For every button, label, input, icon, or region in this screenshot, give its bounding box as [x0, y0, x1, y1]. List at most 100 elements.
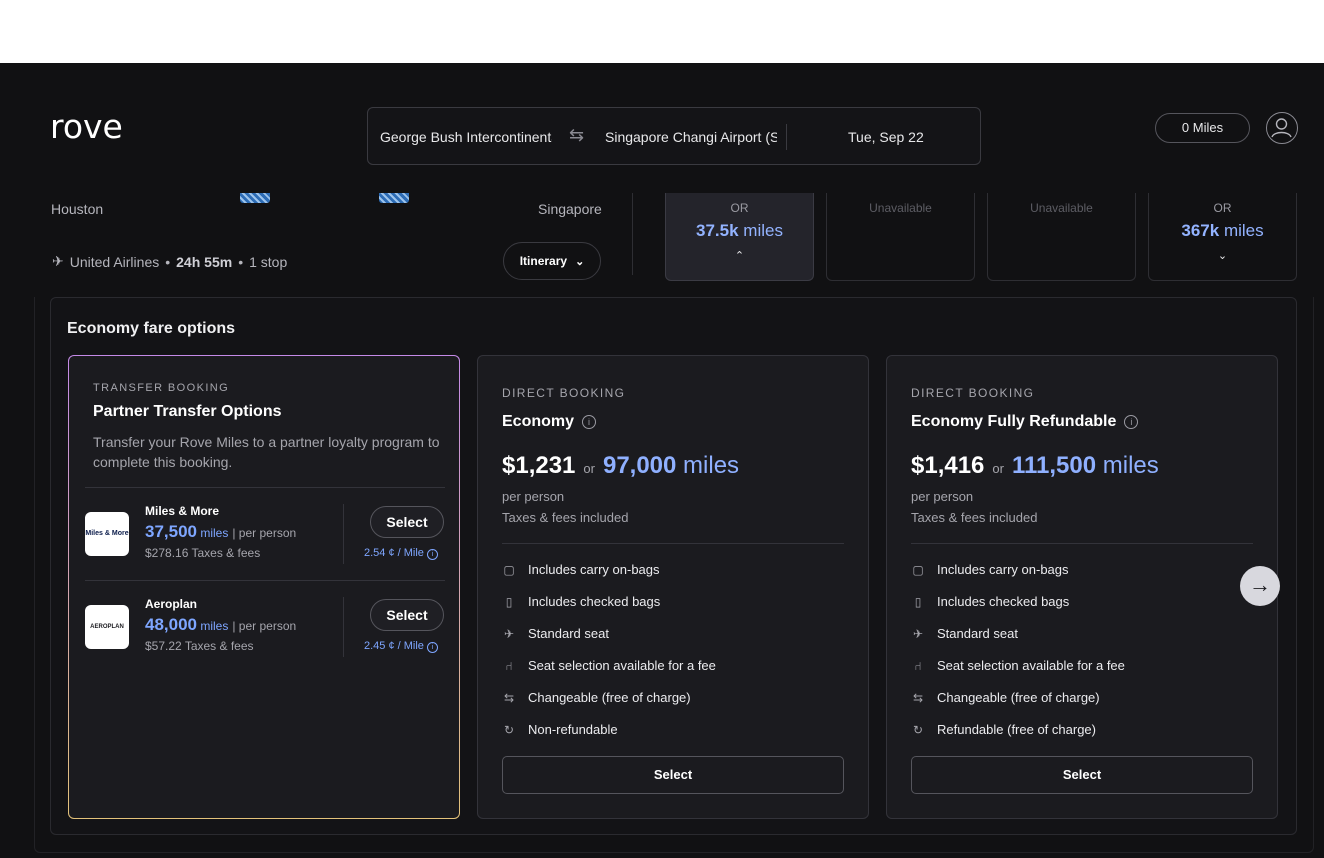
divider — [786, 124, 787, 150]
feature-changeable: ⇆ Changeable (free of charge) — [912, 690, 1100, 705]
price-line: $1,231 or 97,000 miles — [502, 452, 739, 480]
fare-or: OR — [730, 201, 749, 215]
feature-standard-seat: ✈ Standard seat — [503, 626, 609, 641]
flight-search-bar: George Bush Intercontinental Airport (IA… — [367, 107, 981, 165]
select-refundable-button[interactable]: Select — [911, 756, 1253, 794]
chevron-up-icon: ⌃ — [734, 250, 745, 262]
bag-icon: ▢ — [503, 562, 515, 577]
airline-name: United Airlines — [69, 253, 160, 270]
fare-miles: 367k miles — [1181, 221, 1264, 240]
miles-balance-button[interactable]: 0 Miles — [1155, 113, 1250, 143]
price-or: or — [992, 461, 1004, 476]
divider — [632, 193, 633, 275]
partner-taxes: $57.22 Taxes & fees — [145, 639, 254, 653]
fare-unavailable: Unavailable — [1030, 201, 1093, 215]
top-nav: rove George Bush Intercontinental Airpor… — [0, 63, 1324, 193]
swap-icon[interactable]: ⇆ — [569, 125, 585, 145]
partner-name: Aeroplan — [145, 597, 198, 611]
direct-booking-card-refundable: DIRECT BOOKING Economy Fully Refundable i… — [886, 355, 1278, 819]
seat-icon: ⑁ — [505, 658, 513, 673]
fare-column-economy[interactable]: OR 37.5k miles ⌃ — [665, 193, 814, 281]
fare-miles: 37.5k miles — [696, 221, 783, 240]
bag-icon: ▢ — [912, 562, 924, 577]
divider — [85, 487, 445, 488]
aeroplan-logo: AEROPLAN — [85, 605, 129, 649]
card-eyebrow: TRANSFER BOOKING — [93, 382, 230, 394]
arrow-right-icon[interactable]: → — [1240, 566, 1280, 606]
flight-duration: 24h 55m — [176, 253, 233, 270]
itinerary-button[interactable]: Itinerary ⌄ — [503, 242, 601, 280]
feature-refund: ↻ Non-refundable — [503, 722, 618, 737]
partner-miles-and-more: Miles & More Miles & More 37,500 miles | … — [85, 504, 445, 576]
swap-icon: ⇆ — [912, 690, 924, 705]
feature-seat-selection: ⑁ Seat selection available for a fee — [502, 658, 716, 673]
feature-checked-bags: ▯ Includes checked bags — [911, 594, 1070, 609]
itinerary-label: Itinerary — [519, 254, 568, 268]
plane-icon: ✈ — [52, 253, 64, 269]
seat-plane-icon: ✈ — [503, 626, 515, 641]
feature-refund: ↻ Refundable (free of charge) — [912, 722, 1096, 737]
info-icon[interactable]: i — [426, 642, 438, 653]
destination-input[interactable]: Singapore Changi Airport (SIN) — [605, 129, 777, 145]
partner-miles: 37,500 miles | per person — [145, 522, 297, 541]
info-icon[interactable]: i — [582, 415, 597, 429]
fare-options-panel: Economy fare options TRANSFER BOOKING Pa… — [50, 297, 1297, 835]
partner-rate: 2.54 ¢ / Mile i — [364, 547, 438, 560]
user-icon — [1271, 118, 1292, 138]
chevron-down-icon: ⌄ — [1217, 250, 1228, 262]
dot-separator: • — [165, 253, 171, 270]
price-or: or — [583, 461, 595, 476]
partner-name: Miles & More — [145, 504, 220, 518]
card-eyebrow: DIRECT BOOKING — [911, 386, 1035, 400]
card-title: Economy i — [502, 413, 597, 431]
airline-logo-icon — [240, 193, 270, 203]
card-title: Partner Transfer Options — [93, 403, 282, 420]
select-economy-button[interactable]: Select — [502, 756, 844, 794]
seat-icon: ⑁ — [914, 658, 922, 673]
per-person: per person — [502, 489, 565, 504]
luggage-icon: ▯ — [505, 594, 513, 609]
fare-column-first[interactable]: OR 367k miles ⌄ — [1148, 193, 1297, 281]
transfer-booking-card: TRANSFER BOOKING Partner Transfer Option… — [68, 355, 460, 819]
partner-select-button[interactable]: Select — [370, 599, 444, 631]
card-title: Economy Fully Refundable i — [911, 413, 1139, 431]
origin-city: Houston — [51, 201, 104, 217]
flight-card-border — [34, 297, 1314, 853]
chevron-down-icon: ⌄ — [575, 255, 585, 268]
taxes-included: Taxes & fees included — [911, 510, 1038, 525]
rove-logo[interactable]: rove — [50, 107, 123, 146]
feature-carry-on: ▢ Includes carry on-bags — [503, 562, 660, 577]
fare-unavailable: Unavailable — [869, 201, 932, 215]
flight-stops: 1 stop — [249, 253, 288, 270]
partner-miles: 48,000 miles | per person — [145, 615, 297, 634]
divider — [343, 504, 344, 564]
divider — [343, 597, 344, 657]
destination-city: Singapore — [538, 201, 602, 217]
origin-input[interactable]: George Bush Intercontinental Airport (IA… — [380, 129, 552, 145]
luggage-icon: ▯ — [914, 594, 922, 609]
info-icon[interactable]: i — [426, 549, 438, 560]
seat-plane-icon: ✈ — [912, 626, 924, 641]
user-avatar-icon[interactable] — [1266, 112, 1298, 144]
app-root: Houston Singapore ✈ United Airlines • 24… — [0, 63, 1324, 858]
feature-carry-on: ▢ Includes carry on-bags — [912, 562, 1069, 577]
feature-checked-bags: ▯ Includes checked bags — [502, 594, 661, 609]
date-input[interactable]: Tue, Sep 22 — [848, 129, 924, 145]
fare-options-title: Economy fare options — [67, 320, 236, 337]
per-person: per person — [911, 489, 974, 504]
refresh-icon: ↻ — [503, 722, 515, 737]
price: $1,231 — [502, 452, 576, 479]
price-line: $1,416 or 111,500 miles — [911, 452, 1159, 480]
price-miles: 111,500 miles — [1011, 452, 1159, 479]
info-icon[interactable]: i — [1124, 415, 1139, 429]
dot-separator: • — [238, 253, 244, 270]
partner-select-button[interactable]: Select — [370, 506, 444, 538]
direct-booking-card-economy: DIRECT BOOKING Economy i $1,231 or 97,000… — [477, 355, 869, 819]
fare-or: OR — [1213, 201, 1232, 215]
feature-changeable: ⇆ Changeable (free of charge) — [503, 690, 691, 705]
partner-rate: 2.45 ¢ / Mile i — [364, 640, 438, 653]
miles-and-more-logo: Miles & More — [85, 512, 129, 556]
fare-column-business: Unavailable — [987, 193, 1136, 281]
feature-standard-seat: ✈ Standard seat — [912, 626, 1018, 641]
divider — [85, 580, 445, 581]
